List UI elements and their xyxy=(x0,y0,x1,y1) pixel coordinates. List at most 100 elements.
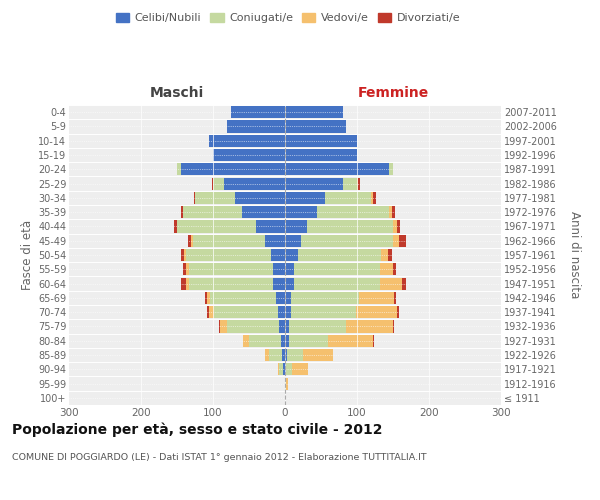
Bar xyxy=(207,306,209,318)
Bar xyxy=(227,120,285,132)
Bar xyxy=(181,278,185,289)
Bar xyxy=(397,220,400,232)
Bar xyxy=(227,320,279,332)
Bar xyxy=(181,163,285,175)
Bar xyxy=(289,334,328,347)
Bar xyxy=(183,206,242,218)
Bar xyxy=(285,134,357,147)
Bar xyxy=(399,234,406,247)
Bar xyxy=(256,220,285,232)
Bar xyxy=(242,334,249,347)
Bar xyxy=(210,292,277,304)
Bar xyxy=(279,363,283,376)
Bar xyxy=(185,278,188,289)
Bar xyxy=(393,220,397,232)
Bar xyxy=(298,249,381,261)
Bar xyxy=(174,220,177,232)
Bar xyxy=(213,149,285,161)
Bar xyxy=(191,234,193,247)
Bar xyxy=(242,206,285,218)
Bar xyxy=(356,306,397,318)
Bar xyxy=(231,106,285,118)
Bar xyxy=(285,349,287,361)
Bar xyxy=(285,149,357,161)
Text: Femmine: Femmine xyxy=(358,86,428,100)
Bar xyxy=(281,334,285,347)
Bar xyxy=(286,363,292,376)
Bar xyxy=(289,320,346,332)
Bar xyxy=(359,292,394,304)
Bar xyxy=(184,263,187,276)
Bar xyxy=(279,320,285,332)
Bar xyxy=(224,178,285,190)
Bar xyxy=(285,106,343,118)
Bar xyxy=(293,263,380,276)
Bar xyxy=(285,278,293,289)
Bar xyxy=(193,234,265,247)
Bar xyxy=(371,192,373,204)
Bar xyxy=(357,178,358,190)
Bar xyxy=(285,192,325,204)
Bar xyxy=(214,306,278,318)
Bar xyxy=(397,306,400,318)
Y-axis label: Anni di nascita: Anni di nascita xyxy=(568,212,581,298)
Bar xyxy=(188,278,274,289)
Bar xyxy=(393,263,396,276)
Bar xyxy=(285,263,293,276)
Bar xyxy=(292,363,308,376)
Bar xyxy=(380,263,393,276)
Bar xyxy=(389,206,392,218)
Bar xyxy=(285,220,307,232)
Bar xyxy=(389,163,393,175)
Bar xyxy=(285,234,301,247)
Bar xyxy=(291,292,359,304)
Bar xyxy=(285,249,298,261)
Bar xyxy=(195,192,235,204)
Text: Popolazione per età, sesso e stato civile - 2012: Popolazione per età, sesso e stato civil… xyxy=(12,422,383,437)
Bar xyxy=(307,220,393,232)
Bar xyxy=(274,263,285,276)
Bar xyxy=(278,306,285,318)
Bar xyxy=(293,278,380,289)
Bar xyxy=(277,292,285,304)
Bar xyxy=(393,234,399,247)
Bar xyxy=(220,320,227,332)
Bar xyxy=(283,363,285,376)
Bar xyxy=(194,192,195,204)
Bar xyxy=(380,278,401,289)
Text: Maschi: Maschi xyxy=(150,86,204,100)
Bar xyxy=(213,178,224,190)
Bar xyxy=(301,234,393,247)
Bar xyxy=(303,349,333,361)
Bar xyxy=(265,234,285,247)
Bar xyxy=(285,120,346,132)
Bar xyxy=(285,363,286,376)
Bar xyxy=(206,292,210,304)
Bar xyxy=(285,206,317,218)
Bar xyxy=(185,249,271,261)
Bar xyxy=(209,306,214,318)
Bar xyxy=(381,249,388,261)
Text: COMUNE DI POGGIARDO (LE) - Dati ISTAT 1° gennaio 2012 - Elaborazione TUTTITALIA.: COMUNE DI POGGIARDO (LE) - Dati ISTAT 1°… xyxy=(12,452,427,462)
Bar xyxy=(373,192,376,204)
Bar xyxy=(177,163,181,175)
Bar xyxy=(373,334,374,347)
Bar xyxy=(271,249,285,261)
Bar xyxy=(388,249,392,261)
Bar xyxy=(401,278,406,289)
Bar xyxy=(209,134,285,147)
Bar xyxy=(278,363,279,376)
Bar xyxy=(287,349,303,361)
Bar xyxy=(317,206,389,218)
Bar xyxy=(212,178,213,190)
Bar xyxy=(285,178,343,190)
Bar xyxy=(325,192,371,204)
Bar xyxy=(188,263,274,276)
Bar xyxy=(394,292,396,304)
Bar xyxy=(285,378,286,390)
Bar xyxy=(343,178,357,190)
Bar xyxy=(181,249,184,261)
Bar xyxy=(286,378,288,390)
Bar xyxy=(184,249,185,261)
Bar xyxy=(285,334,289,347)
